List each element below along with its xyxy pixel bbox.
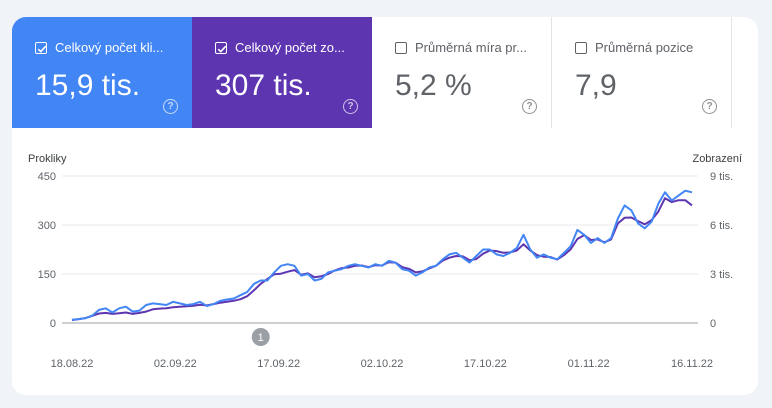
tile-label: Průměrná míra pr...	[415, 40, 527, 55]
right-tick-label: 0	[710, 318, 716, 330]
checkbox-unchecked-icon[interactable]	[395, 42, 407, 54]
metric-tiles: Celkový počet kli... 15,9 tis. ? Celkový…	[12, 17, 758, 128]
annotation-label: 1	[258, 332, 264, 344]
left-axis-title: Prokliky	[28, 153, 67, 165]
x-tick-label: 17.10.22	[464, 358, 507, 370]
x-tick-label: 18.08.22	[51, 358, 94, 370]
right-axis-title: Zobrazení	[692, 153, 742, 165]
tile-label: Celkový počet zo...	[235, 40, 345, 55]
tile-average-ctr[interactable]: Průměrná míra pr... 5,2 % ?	[372, 17, 552, 128]
x-tick-label: 17.09.22	[257, 358, 300, 370]
x-tick-label: 02.09.22	[154, 358, 197, 370]
help-icon[interactable]: ?	[522, 99, 537, 114]
tile-average-position[interactable]: Průměrná pozice 7,9 ?	[552, 17, 732, 128]
checkbox-checked-icon[interactable]	[215, 42, 227, 54]
x-tick-label: 16.11.22	[671, 358, 713, 370]
performance-chart[interactable]: Prokliky Zobrazení 450 9 tis. 300 6 tis. 150…	[12, 17, 758, 395]
right-tick-label: 6 tis.	[710, 220, 733, 232]
tile-value: 7,9	[575, 69, 617, 102]
right-tick-label: 9 tis.	[710, 171, 733, 183]
x-tick-label: 01.11.22	[568, 358, 610, 370]
tile-total-clicks[interactable]: Celkový počet kli... 15,9 tis. ?	[12, 17, 192, 128]
left-tick-label: 300	[38, 220, 56, 232]
tile-value: 307 tis.	[215, 69, 312, 102]
tile-label: Celkový počet kli...	[55, 40, 164, 55]
series-line-impressions	[71, 197, 693, 322]
tile-total-impressions[interactable]: Celkový počet zo... 307 tis. ?	[192, 17, 372, 128]
checkbox-unchecked-icon[interactable]	[575, 42, 587, 54]
help-icon[interactable]: ?	[163, 99, 178, 114]
left-tick-label: 150	[38, 269, 56, 281]
checkbox-checked-icon[interactable]	[35, 42, 47, 54]
tile-value: 5,2 %	[395, 69, 472, 102]
series-line-clicks	[71, 189, 693, 321]
left-tick-label: 450	[38, 171, 56, 183]
performance-card: Celkový počet kli... 15,9 tis. ? Celkový…	[12, 17, 758, 395]
help-icon[interactable]: ?	[343, 99, 358, 114]
left-tick-label: 0	[50, 318, 56, 330]
tile-value: 15,9 tis.	[35, 69, 141, 102]
tile-label: Průměrná pozice	[595, 40, 694, 55]
annotation-marker[interactable]	[251, 328, 270, 346]
right-tick-label: 3 tis.	[710, 269, 733, 281]
x-tick-label: 02.10.22	[361, 358, 404, 370]
help-icon[interactable]: ?	[702, 99, 717, 114]
